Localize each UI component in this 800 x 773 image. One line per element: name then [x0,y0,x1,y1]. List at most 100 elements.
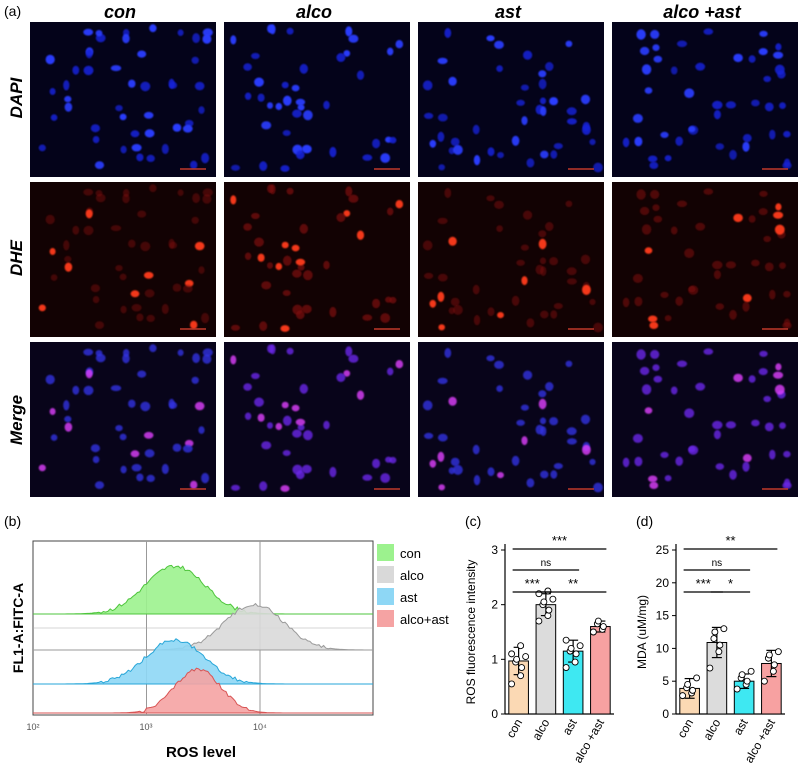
flow-tick-1e2: 10² [26,722,39,732]
row-label-merge: Merge [7,395,26,445]
chart-c-point-0-4 [513,655,521,663]
chart-c-point-3-0 [589,628,597,636]
chart-c-ytick-label-0: 0 [491,707,498,721]
chart-d-point-3-0 [760,677,768,685]
chart-c-point-2-5 [576,642,584,650]
chart-c-category-2: ast [560,716,580,737]
chart-d-point-0-2 [689,686,697,694]
chart-d-point-3-1 [769,667,777,675]
legend-swatch-con [377,544,394,561]
micrograph-dapi-alco [224,22,410,177]
chart-c-point-2-2 [572,650,580,658]
chart-c-sig-label-3: ** [568,576,578,591]
panel-b: (b) FL1-A:FITC-A ROS level 10² 10³ 10⁴ c… [4,513,449,761]
chart-c-ylabel: ROS fluorescence intensity [464,560,478,705]
legend-label-alco: alco [400,568,424,583]
chart-d-ytick-label-2: 10 [656,641,670,655]
chart-d-point-1-2 [716,641,724,649]
micrograph-dhe-con [30,182,216,337]
chart-d-point-0-4 [684,681,692,688]
legend-swatch-alco [377,566,394,583]
chart-d-category-0: con [674,717,696,741]
panel-a-label: (a) [4,3,21,19]
chart-d-ytick-label-3: 15 [656,609,670,623]
chart-c-point-2-4 [567,644,575,652]
flow-legend: con alco ast alco+ast [377,544,449,627]
chart-c-bar-3 [590,626,611,715]
chart-c-point-2-0 [562,664,570,671]
chart-d-point-1-4 [711,628,719,636]
chart-c-point-0-6 [508,650,516,658]
flow-ylabel: FL1-A:FITC-A [10,583,26,673]
micrograph-dapi-alco-ast [612,22,798,177]
chart-d-point-0-5 [693,674,701,682]
chart-d-point-3-5 [774,648,782,656]
chart-c-point-1-2 [545,606,553,614]
chart-c-point-0-1 [517,672,525,680]
chart-c-ytick-label-3: 3 [491,543,498,557]
flow-histograms [33,541,373,715]
chart-c-ros: (c) 0 1 2 3 ROS fluorescence intensity con alco… [464,513,614,765]
row-label-dhe: DHE [7,239,26,276]
chart-c-ytick-label-2: 2 [491,598,498,612]
chart-d-point-3-2 [770,661,778,669]
chart-c-point-1-1 [544,612,552,620]
chart-c-point-0-7 [517,642,525,650]
chart-d-sig-label-2: *** [696,576,711,591]
chart-d-point-1-1 [715,648,723,656]
chart-c-ytick-label-1: 1 [491,652,498,666]
chart-d-ylabel: MDA (uM/mg) [635,595,649,669]
chart-d-ytick-label-1: 5 [662,674,669,688]
micrograph-dhe-ast [418,182,604,337]
micrograph-merge-alco-ast [612,342,798,497]
chart-c-category-1: alco [529,716,552,742]
legend-label-ast: ast [400,590,418,605]
chart-c-point-1-4 [540,598,548,606]
legend-label-alco-ast: alco+ast [400,612,449,627]
panel-b-label: (b) [4,513,21,529]
chart-d-ytick-label-0: 0 [662,707,669,721]
chart-d-point-1-0 [706,664,714,672]
chart-c-point-0-2 [518,664,526,671]
col-label-alco-ast: alco +ast [663,2,742,22]
legend-swatch-alco-ast [377,610,394,627]
chart-d-point-1-3 [710,635,718,643]
flow-tick-1e3: 10³ [139,722,152,732]
legend-swatch-ast [377,588,394,605]
chart-d-ytick-label-5: 25 [656,543,670,557]
chart-c-point-0-5 [522,653,530,661]
flow-xlabel: ROS level [166,744,236,761]
chart-d-point-2-0 [733,685,741,693]
chart-d-category-2: ast [731,716,751,737]
micrograph-merge-con [30,342,216,497]
col-label-ast: ast [495,2,522,22]
micrograph-dhe-alco-ast [612,182,798,337]
col-label-alco: alco [296,2,332,22]
flow-tick-1e4: 10⁴ [253,722,267,732]
panel-d-label: (d) [636,513,653,529]
chart-c-sig-label-2: *** [525,576,540,591]
micrograph-dapi-con [30,22,216,177]
legend-label-con: con [400,546,421,561]
chart-d-point-0-0 [679,692,687,700]
chart-c-point-1-7 [544,587,552,595]
chart-d-point-2-5 [747,667,755,675]
col-label-con: con [104,2,136,22]
chart-c-sig-label-0: *** [552,533,567,548]
chart-d-sig-label-0: ** [725,533,735,548]
chart-d-point-3-4 [765,651,773,659]
chart-c-point-3-2 [599,623,607,630]
micrograph-merge-ast [418,342,604,497]
chart-c-point-1-0 [535,617,543,625]
chart-d-sig-label-1: ns [712,558,723,569]
chart-d-point-2-4 [738,671,746,679]
panel-c-label: (c) [465,513,481,529]
row-label-dapi: DAPI [7,76,26,118]
chart-d-sig-label-3: * [728,576,733,591]
chart-c-point-2-6 [562,636,570,644]
micrograph-dapi-ast [418,22,604,177]
chart-d-point-2-2 [743,677,751,685]
micrograph-grid [30,22,798,497]
chart-c-point-2-1 [571,658,579,666]
